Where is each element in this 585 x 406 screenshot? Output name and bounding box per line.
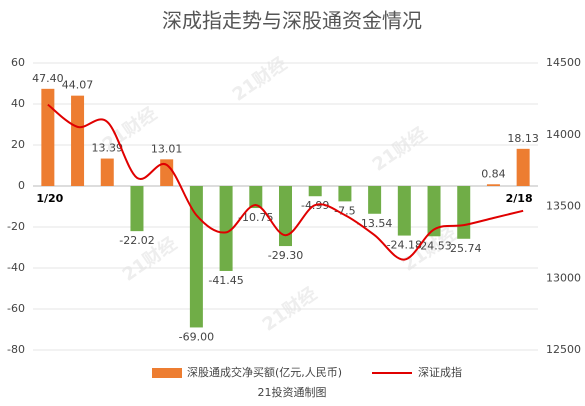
bar xyxy=(397,186,411,236)
line xyxy=(47,103,524,261)
y2-tick-label: 13000 xyxy=(546,271,581,284)
y-tick-label: 20 xyxy=(11,138,25,151)
bar xyxy=(71,95,85,186)
data-label: 18.13 xyxy=(507,132,539,145)
bar xyxy=(100,158,114,186)
legend-swatch xyxy=(152,368,182,378)
y2-tick-label: 14500 xyxy=(546,56,581,69)
bar xyxy=(457,186,471,239)
data-label: -24.18 xyxy=(387,239,422,252)
bar xyxy=(41,88,55,186)
data-label: -10.75 xyxy=(238,211,273,224)
data-label: -69.00 xyxy=(179,330,214,343)
footer: 21投资通制图 xyxy=(258,385,327,399)
x-tick-label: 2/18 xyxy=(506,192,533,205)
bar xyxy=(486,184,500,186)
data-label: 44.07 xyxy=(62,79,94,92)
watermark: 21财经 xyxy=(228,53,291,106)
data-label: -29.30 xyxy=(268,249,303,262)
data-label: -41.45 xyxy=(208,274,243,287)
watermark: 21财经 xyxy=(368,123,431,176)
bar xyxy=(427,186,441,237)
bar xyxy=(219,186,233,271)
y-tick-label: 0 xyxy=(18,179,25,192)
bar xyxy=(308,186,322,197)
data-label: -25.74 xyxy=(446,242,481,255)
y2-tick-label: 14000 xyxy=(546,128,581,141)
y2-tick-label: 12500 xyxy=(546,343,581,356)
bar xyxy=(249,186,263,209)
y-tick-label: -20 xyxy=(7,220,25,233)
x-tick-label: 1/20 xyxy=(36,192,63,205)
bar xyxy=(189,186,203,328)
data-label: 0.84 xyxy=(481,167,506,180)
bar xyxy=(516,148,530,186)
bar xyxy=(130,186,144,232)
data-label: 13.01 xyxy=(151,142,183,155)
legend-label: 深股通成交净买额(亿元,人民币) xyxy=(187,365,342,379)
data-label: -24.53 xyxy=(416,239,451,252)
y-tick-label: -80 xyxy=(7,343,25,356)
y-tick-label: 60 xyxy=(11,56,25,69)
bar xyxy=(368,186,382,214)
data-label: 13.39 xyxy=(92,142,124,155)
y-tick-label: -60 xyxy=(7,302,25,315)
legend-label: 深证成指 xyxy=(418,365,462,379)
bar xyxy=(279,186,292,247)
chart-title: 深成指走势与深股通资金情况 xyxy=(162,9,422,33)
data-label: -22.02 xyxy=(119,234,154,247)
data-label: 47.40 xyxy=(32,72,64,85)
data-label: -13.54 xyxy=(357,217,392,230)
bar xyxy=(160,159,174,186)
data-label: -7.5 xyxy=(334,204,355,217)
bar xyxy=(338,186,352,202)
y-tick-label: -40 xyxy=(7,261,25,274)
y-tick-label: 40 xyxy=(11,97,25,110)
y2-tick-label: 13500 xyxy=(546,200,581,213)
